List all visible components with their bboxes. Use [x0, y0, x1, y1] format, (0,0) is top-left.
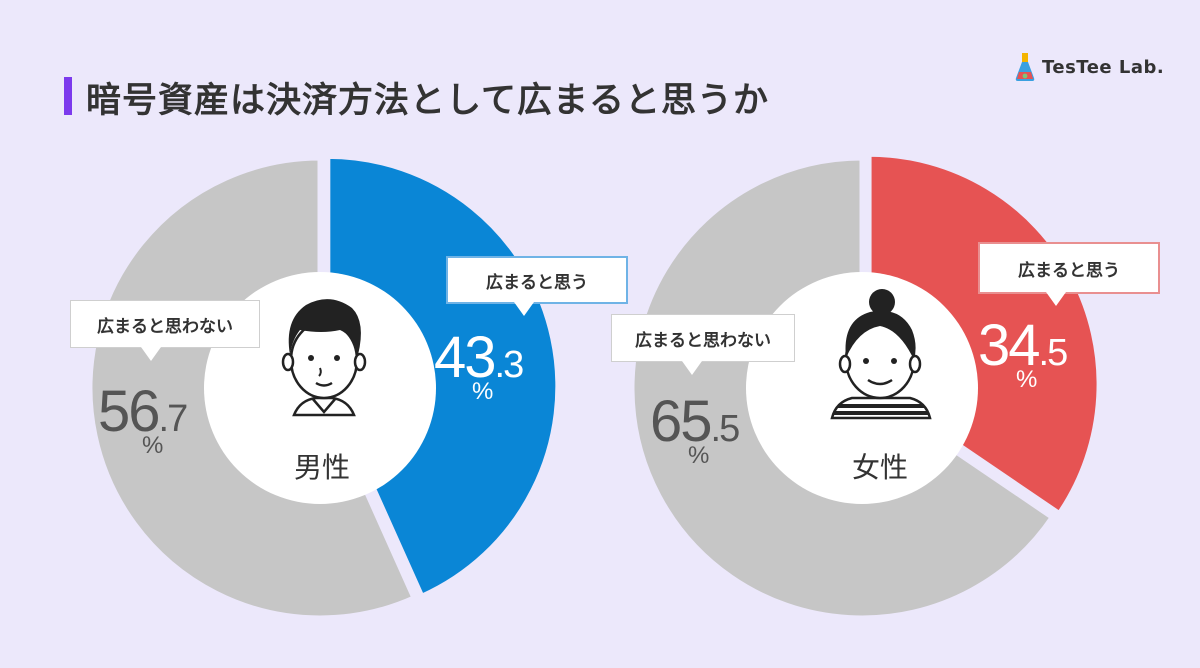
male-no-callout: 広まると思わない [70, 300, 260, 361]
brand-name: TesTee Lab. [1042, 56, 1165, 78]
female-yes-unit: % [1016, 366, 1038, 393]
male-avatar [281, 299, 367, 417]
male-no-unit: % [142, 432, 164, 459]
female-no-value-int: 65 [650, 389, 712, 454]
female-no-value-dec: .5 [710, 408, 741, 450]
male-center-label: 男性 [293, 451, 350, 484]
female-yes-value-int: 34 [978, 313, 1040, 378]
male-no-value: 56.7 [98, 378, 189, 445]
female-no-callout: 広まると思わない [611, 314, 795, 375]
flask-icon [1015, 53, 1035, 81]
male-yes-value: 43.3 [434, 324, 525, 391]
title-accent-bar [64, 77, 72, 115]
female-no-unit: % [688, 442, 710, 469]
male-yes-unit: % [472, 378, 494, 405]
male-no-value-int: 56 [98, 379, 160, 444]
female-yes-value-dec: .5 [1038, 332, 1069, 374]
female-yes-callout: 広まると思う [978, 242, 1160, 306]
female-yes-value: 34.5 [978, 312, 1069, 379]
male-yes-value-dec: .3 [494, 344, 525, 386]
male-yes-value-int: 43 [434, 325, 496, 390]
female-no-value: 65.5 [650, 388, 741, 455]
page-title: 暗号資産は決済方法として広まると思うか [86, 81, 769, 121]
male-no-label: 広まると思わない [97, 316, 233, 337]
female-center-label: 女性 [851, 451, 908, 484]
female-yes-label: 広まると思う [1018, 260, 1120, 281]
male-no-value-dec: .7 [158, 398, 189, 440]
female-avatar [830, 289, 932, 420]
female-no-label: 広まると思わない [635, 330, 771, 351]
brand-logo: TesTee Lab. [1014, 52, 1164, 82]
male-yes-label: 広まると思う [486, 272, 588, 293]
male-yes-callout: 広まると思う [446, 256, 628, 316]
